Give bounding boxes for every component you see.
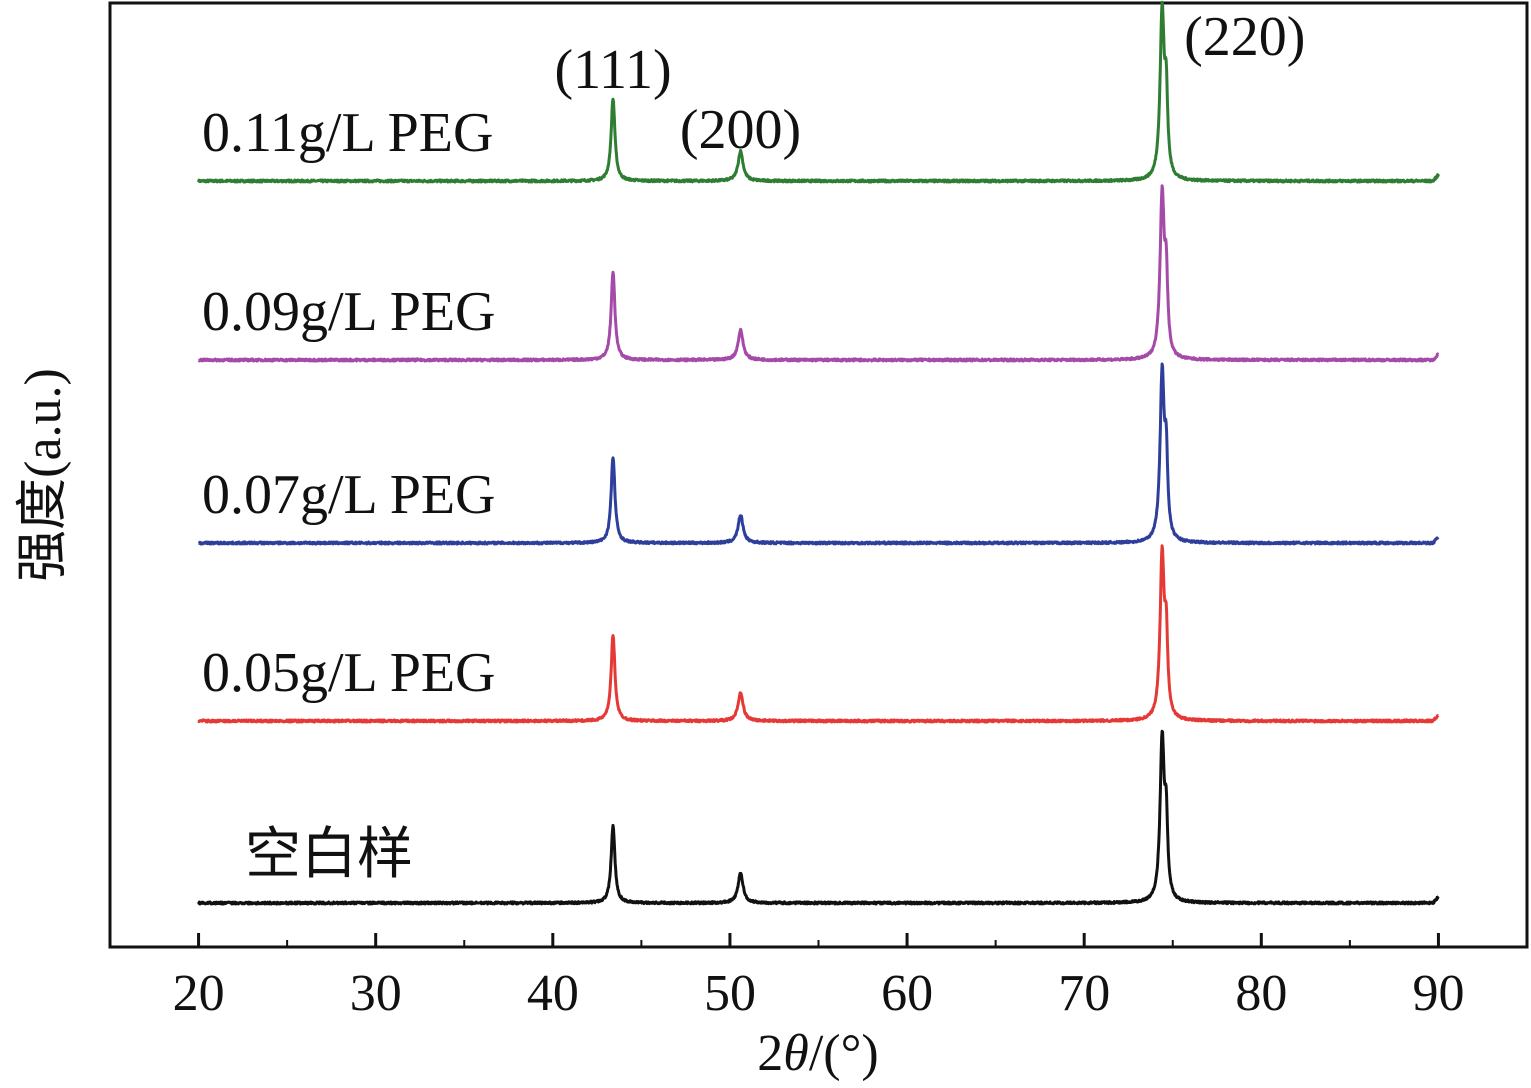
peak-label-1: (200) [680, 99, 801, 161]
series-labels: 0.11g/L PEG 0.09g/L PEG 0.07g/L PEG 0.05g/L… [202, 102, 495, 886]
x-axis-title-prefix: 2 [757, 1025, 783, 1082]
series-label-0: 0.11g/L PEG [202, 102, 493, 164]
series-label-1: 0.09g/L PEG [202, 281, 495, 343]
peak-label-0: (111) [554, 39, 671, 101]
x-axis-ticks: 20 30 40 50 60 70 80 90 [173, 933, 1464, 1022]
x-tick-label-40: 40 [527, 965, 579, 1022]
x-tick-label-20: 20 [173, 965, 225, 1022]
x-axis-title: 2θ/(°) [757, 1025, 878, 1082]
x-tick-label-80: 80 [1235, 965, 1287, 1022]
series-line-0 [197, 0, 1440, 184]
x-axis-title-suffix: /(°) [809, 1025, 879, 1082]
y-axis-title: 强度(a.u.) [15, 368, 72, 582]
series-label-4: 空白样 [245, 824, 413, 886]
series-label-2: 0.07g/L PEG [202, 464, 495, 526]
x-tick-label-60: 60 [881, 965, 933, 1022]
peak-label-2: (220) [1184, 6, 1305, 68]
series-line-2 [197, 362, 1440, 546]
series-line-3 [197, 544, 1440, 724]
x-tick-label-50: 50 [704, 965, 756, 1022]
series-line-4 [197, 729, 1440, 906]
series-line-1 [197, 184, 1440, 363]
series-label-3: 0.05g/L PEG [202, 642, 495, 704]
x-tick-label-30: 30 [350, 965, 402, 1022]
x-tick-label-70: 70 [1058, 965, 1110, 1022]
series-group [197, 0, 1440, 906]
peak-labels: (111)(200) (220) [554, 6, 1305, 161]
x-tick-label-90: 90 [1412, 965, 1464, 1022]
x-axis-title-theta: θ [783, 1025, 809, 1082]
